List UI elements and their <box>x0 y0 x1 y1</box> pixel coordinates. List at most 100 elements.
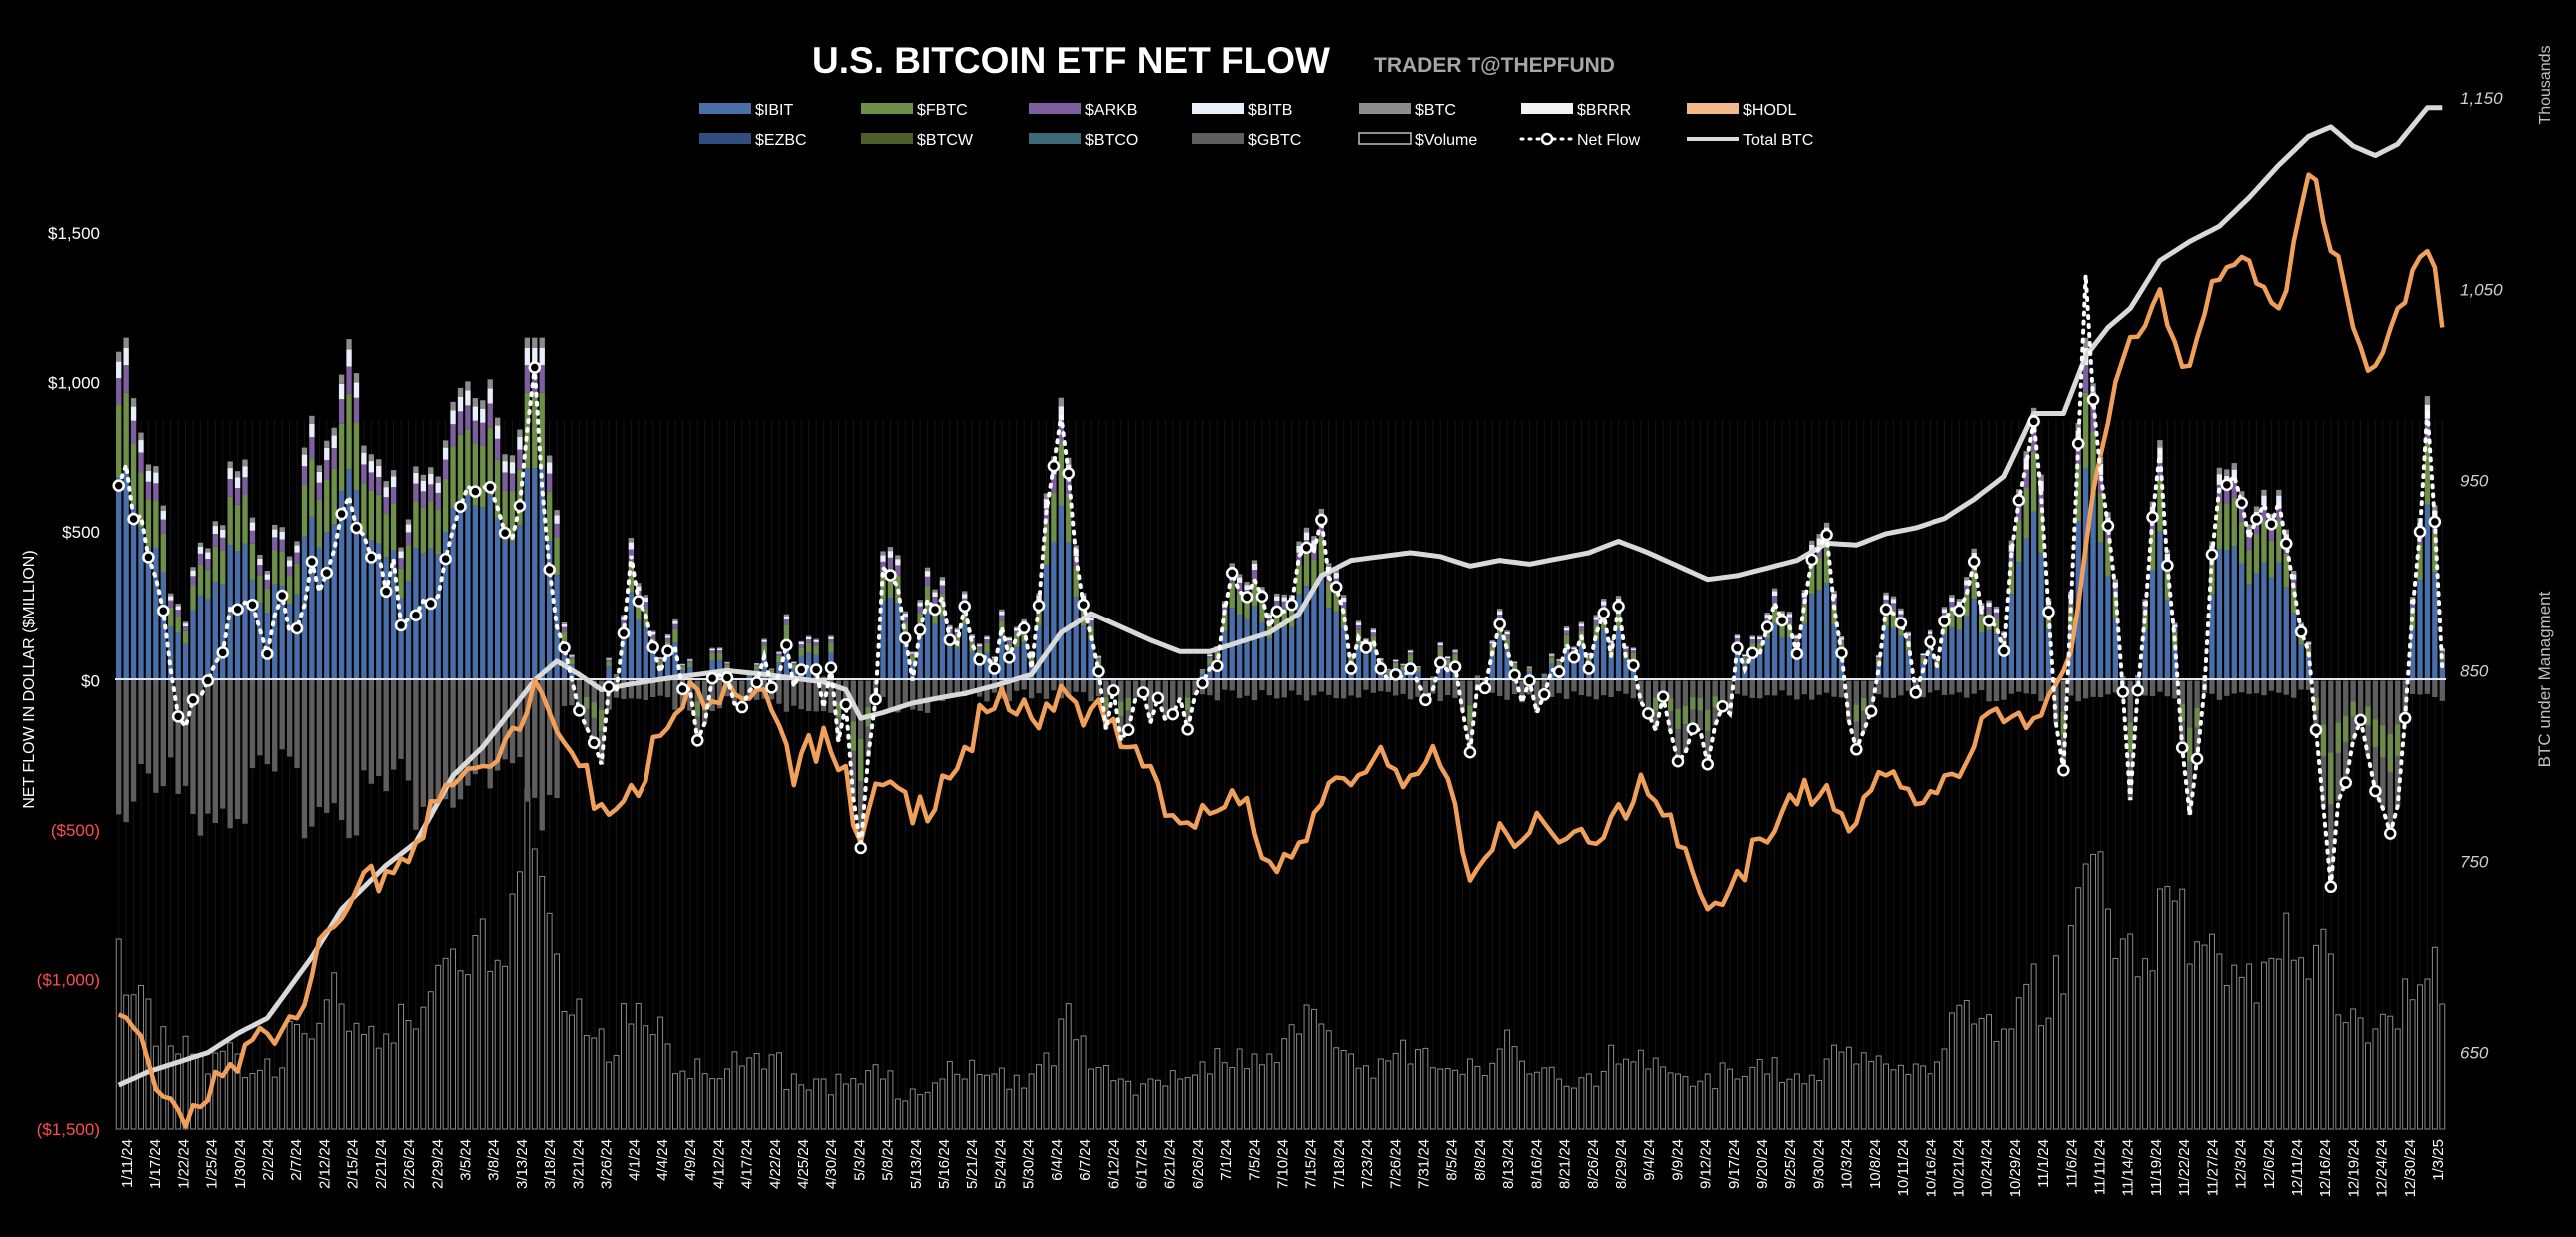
net-flow-point <box>1760 620 1774 633</box>
flow-bar-segment <box>175 610 181 617</box>
volume-bar <box>2327 953 2334 1130</box>
flow-bar-segment <box>138 472 144 528</box>
volume-bar <box>1623 1058 1629 1130</box>
flow-bar-segment <box>2090 496 2096 681</box>
flow-bar-segment <box>887 557 894 569</box>
net-flow-point <box>1686 722 1700 735</box>
net-flow-point <box>1909 686 1923 699</box>
flow-bar-segment <box>724 664 730 669</box>
gbtc-bar <box>2239 680 2245 693</box>
flow-bar-segment <box>428 467 434 474</box>
gbtc-bar <box>420 680 427 807</box>
flow-bar-segment <box>895 565 901 576</box>
flow-bar-segment <box>1986 600 1992 603</box>
flow-bar-segment <box>1303 532 1310 541</box>
volume-bar <box>2112 957 2119 1130</box>
net-flow-point <box>2235 496 2248 510</box>
gbtc-bar <box>2417 680 2423 695</box>
legend-label: $FBTC <box>917 102 968 119</box>
flow-bar-segment <box>227 496 233 546</box>
flow-bar-segment <box>887 551 894 558</box>
legend-item: $GBTC <box>1192 132 1301 149</box>
flow-bar-segment <box>984 642 990 653</box>
flow-bar-segment <box>910 651 916 653</box>
legend-swatch <box>861 133 913 144</box>
flow-bar-segment <box>509 491 516 542</box>
flow-bar-segment <box>1326 608 1332 681</box>
flow-bar-segment <box>783 614 790 617</box>
flow-bar-segment <box>2157 440 2163 448</box>
flow-bar-segment <box>234 488 241 505</box>
flow-bar-segment <box>2246 524 2252 530</box>
flow-bar-segment <box>976 646 983 650</box>
flow-bar-segment <box>2008 540 2015 545</box>
gbtc-bar <box>1556 680 1562 694</box>
net-flow-point <box>498 526 512 540</box>
flow-bar-segment <box>984 635 990 637</box>
flow-bar-segment <box>887 568 894 599</box>
gbtc-bar <box>390 680 397 770</box>
x-tick-label: 7/5/24 <box>1246 1139 1263 1181</box>
net-flow-point <box>1062 467 1075 480</box>
volume-bar <box>1370 1077 1377 1130</box>
flow-bar-segment <box>1511 662 1518 665</box>
net-flow-point <box>928 603 942 617</box>
flow-bar-segment <box>1875 656 1882 659</box>
flow-bar-segment <box>539 337 545 348</box>
y-tick-label: $1,500 <box>48 224 100 243</box>
flow-bar-segment <box>2276 562 2282 681</box>
volume-bar <box>2246 963 2253 1130</box>
net-flow-point <box>1107 684 1120 697</box>
legend-label: $Volume <box>1415 132 1477 149</box>
net-flow-point <box>528 361 542 374</box>
net-flow-point <box>1627 658 1640 672</box>
volume-bar <box>1422 1047 1429 1130</box>
flow-bar-segment <box>895 603 901 681</box>
volume-bar <box>1978 1017 1985 1130</box>
gbtc-bar <box>1949 680 1955 695</box>
flow-bar-segment <box>2097 474 2104 493</box>
gbtc-bar <box>1259 680 1265 691</box>
flow-bar-segment <box>160 510 166 520</box>
flow-bar-segment <box>1563 646 1570 681</box>
gbtc-bar <box>413 680 419 830</box>
flow-bar-segment <box>947 626 953 630</box>
legend-swatch <box>1521 103 1573 114</box>
flow-bar-segment <box>1838 637 1845 640</box>
flow-bar-segment <box>962 605 968 625</box>
volume-bar <box>1429 1067 1436 1130</box>
flow-bar-segment <box>806 635 812 637</box>
volume-bar <box>2313 944 2319 1130</box>
flow-bar-segment <box>353 382 360 398</box>
volume-bar <box>798 1084 805 1130</box>
flow-bar-segment <box>1452 654 1458 662</box>
volume-bar <box>872 1064 879 1130</box>
volume-bar <box>635 1003 642 1130</box>
net-flow-point <box>2101 519 2115 533</box>
flow-bar-segment <box>1207 663 1213 681</box>
net-flow-point <box>379 585 393 599</box>
flow-bar-segment <box>679 666 686 671</box>
gbtc-bar <box>776 680 782 704</box>
volume-bar <box>242 1077 248 1130</box>
gbtc-bar <box>1274 680 1280 699</box>
volume-bar <box>2394 1028 2401 1130</box>
flow-bar-segment <box>1430 677 1436 679</box>
volume-bar <box>2149 970 2156 1130</box>
gbtc-bar <box>227 680 233 829</box>
flow-bar-segment <box>264 570 270 575</box>
volume-bar <box>679 1070 686 1130</box>
net-flow-point <box>2175 741 2189 754</box>
volume-bar <box>1600 1070 1607 1130</box>
flow-bar-segment <box>649 630 656 632</box>
flow-bar-segment <box>190 567 196 571</box>
flow-bar-segment <box>649 634 656 639</box>
flow-bar-segment <box>2038 507 2044 554</box>
volume-bar <box>1125 1080 1132 1130</box>
flow-bar-segment <box>197 564 204 596</box>
flow-bar-segment <box>220 529 226 538</box>
volume-bar <box>2023 983 2030 1130</box>
x-tick-label: 1/25/24 <box>204 1139 221 1189</box>
flow-bar-segment <box>138 440 144 453</box>
gbtc-bar <box>1601 680 1607 696</box>
